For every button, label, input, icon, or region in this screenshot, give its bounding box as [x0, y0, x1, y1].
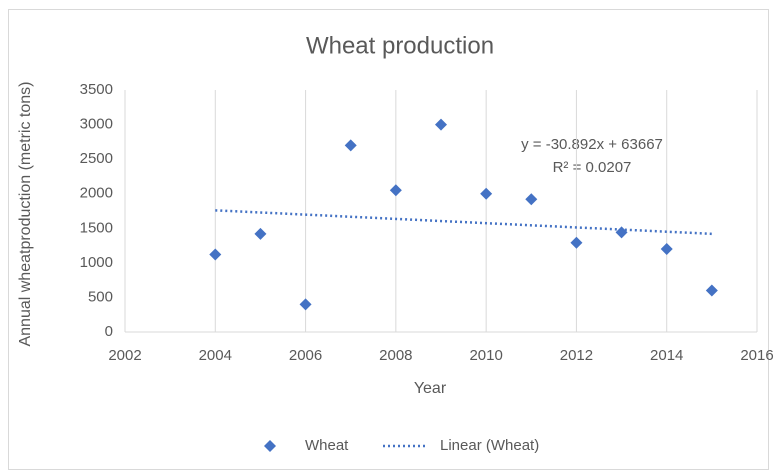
data-point	[344, 139, 357, 152]
y-axis-label: Annual wheatproduction (metric tons)	[17, 81, 34, 346]
data-point	[299, 298, 312, 311]
trendline-r-squared: R² = 0.0207	[553, 159, 632, 176]
data-point	[570, 236, 583, 249]
x-axis-label: Year	[414, 380, 447, 397]
y-tick-label: 2500	[80, 150, 113, 167]
y-tick-label: 2000	[80, 185, 113, 202]
y-tick-label: 3500	[80, 81, 113, 98]
chart-title: Wheat production	[306, 32, 494, 59]
x-tick-label: 2002	[108, 347, 141, 364]
x-tick-label: 2008	[379, 347, 412, 364]
y-tick-label: 1500	[80, 219, 113, 236]
data-point	[705, 284, 718, 297]
data-point	[254, 227, 267, 240]
legend-label: Linear (Wheat)	[440, 437, 539, 454]
data-point	[209, 248, 222, 261]
x-tick-label: 2016	[740, 347, 773, 364]
y-tick-label: 1000	[80, 254, 113, 271]
x-tick-label: 2004	[199, 347, 232, 364]
data-point	[435, 118, 447, 131]
y-tick-label: 500	[88, 288, 113, 305]
data-point	[660, 243, 673, 256]
legend-marker	[264, 440, 276, 452]
x-tick-label: 2006	[289, 347, 322, 364]
legend-label: Wheat	[305, 437, 349, 454]
x-tick-label: 2014	[650, 347, 683, 364]
y-tick-label: 0	[105, 323, 113, 340]
data-point	[389, 184, 402, 197]
data-point	[480, 187, 493, 200]
data-point	[525, 193, 538, 206]
x-tick-label: 2012	[560, 347, 593, 364]
y-tick-label: 3000	[80, 116, 113, 133]
chart-border	[8, 9, 769, 470]
data-point	[615, 226, 628, 239]
x-tick-label: 2010	[469, 347, 502, 364]
trendline-equation: y = -30.892x + 63667	[521, 136, 663, 153]
